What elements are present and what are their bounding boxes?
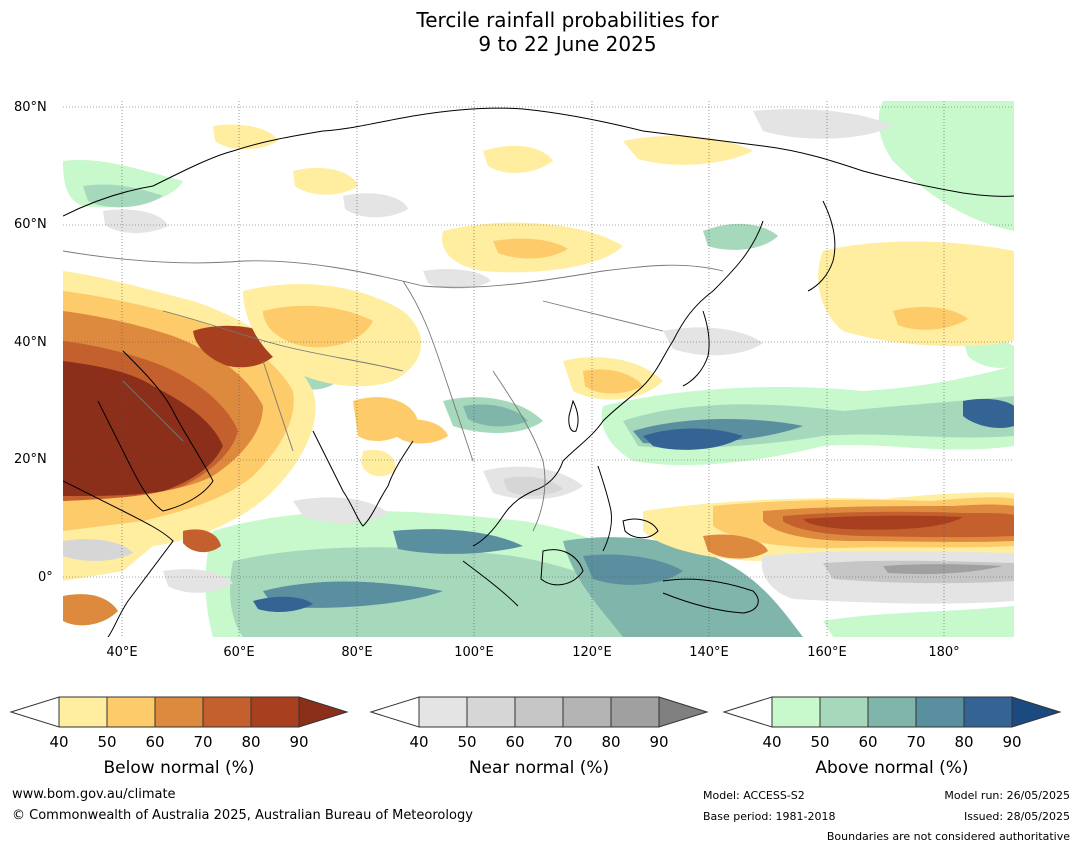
above-region-indian-ocean-core <box>253 596 313 612</box>
footer-copyright: © Commonwealth of Australia 2025, Austra… <box>12 808 473 823</box>
below-lower-extend <box>9 696 60 728</box>
below-swatch-50 <box>106 696 156 728</box>
near-region-arctic <box>753 109 893 139</box>
coastline-kamchatka <box>807 200 836 292</box>
near-swatch-50 <box>466 696 516 728</box>
below-region-pacific-core <box>803 515 963 530</box>
lon-label-120e: 120°E <box>572 645 612 660</box>
lon-label-180: 180° <box>928 645 960 660</box>
above-swatch-70 <box>915 696 965 728</box>
below-normal-regions <box>63 124 1014 626</box>
coastlines <box>63 107 1014 637</box>
lon-label-60e: 60°E <box>223 645 255 660</box>
near-swatch-40 <box>418 696 468 728</box>
near-upper-extend <box>658 696 709 728</box>
legend-below-title: Below normal (%) <box>103 758 255 778</box>
near-swatch-80 <box>610 696 660 728</box>
legend-near-normal-colorbar <box>369 696 709 728</box>
near-tick-60: 60 <box>505 733 525 751</box>
lon-label-80e: 80°E <box>341 645 373 660</box>
lon-label-140e: 140°E <box>689 645 729 660</box>
footer-disclaimer: Boundaries are not considered authoritat… <box>826 830 1070 843</box>
coastline-east-asia <box>472 220 764 547</box>
footer-issued: Issued: 28/05/2025 <box>963 810 1070 823</box>
footer-model: Model: ACCESS-S2 <box>703 789 805 802</box>
above-tick-40: 40 <box>762 733 782 751</box>
lat-label-60n: 60°N <box>14 217 47 232</box>
above-region-philippine-sea-core <box>643 428 743 450</box>
lat-label-80n: 80°N <box>14 100 47 115</box>
legend-below-normal-colorbar <box>9 696 349 728</box>
coastline-new-guinea <box>662 578 759 614</box>
near-swatch-70 <box>562 696 612 728</box>
above-swatch-40 <box>771 696 821 728</box>
footer-url[interactable]: www.bom.gov.au/climate <box>12 787 176 802</box>
below-swatch-40 <box>58 696 108 728</box>
coastline-africa-horn <box>63 480 174 637</box>
near-tick-90: 90 <box>649 733 669 751</box>
near-tick-50: 50 <box>457 733 477 751</box>
lon-label-100e: 100°E <box>454 645 494 660</box>
below-swatch-70 <box>202 696 252 728</box>
above-tick-80: 80 <box>954 733 974 751</box>
below-tick-50: 50 <box>97 733 117 751</box>
above-swatch-80 <box>963 696 1013 728</box>
above-tick-50: 50 <box>810 733 830 751</box>
coastline-arctic <box>63 107 1014 217</box>
near-tick-40: 40 <box>409 733 429 751</box>
below-tick-60: 60 <box>145 733 165 751</box>
lon-label-40e: 40°E <box>106 645 138 660</box>
below-tick-40: 40 <box>49 733 69 751</box>
below-swatch-80 <box>250 696 300 728</box>
lat-label-40n: 40°N <box>14 335 47 350</box>
above-tick-70: 70 <box>906 733 926 751</box>
coastline-borneo <box>540 549 584 586</box>
graticule <box>63 101 1014 637</box>
above-region-arctic-east <box>878 101 1014 231</box>
lat-label-20n: 20°N <box>14 452 47 467</box>
above-upper-extend <box>1011 696 1062 728</box>
below-region-arabia-core <box>63 361 223 496</box>
coastline-japan <box>682 310 710 387</box>
above-tick-60: 60 <box>858 733 878 751</box>
lat-label-equator: 0° <box>38 570 53 585</box>
near-swatch-60 <box>514 696 564 728</box>
rainfall-probability-map <box>63 101 1014 637</box>
legend-above-title: Above normal (%) <box>815 758 969 778</box>
above-swatch-50 <box>819 696 869 728</box>
above-normal-regions <box>63 101 1014 637</box>
below-region-north-pacific <box>818 241 1014 347</box>
near-lower-extend <box>369 696 420 728</box>
coastline-sumatra <box>462 560 519 607</box>
near-tick-70: 70 <box>553 733 573 751</box>
title-line-2: 9 to 22 June 2025 <box>478 32 657 56</box>
lon-label-160e: 160°E <box>807 645 847 660</box>
below-tick-70: 70 <box>193 733 213 751</box>
below-swatch-60 <box>154 696 204 728</box>
coastline-india <box>312 430 414 527</box>
map-title: Tercile rainfall probabilities for 9 to … <box>0 8 1081 56</box>
above-swatch-60 <box>867 696 917 728</box>
footer-model-run: Model run: 26/05/2025 <box>944 789 1070 802</box>
coastline-philippines <box>597 465 612 552</box>
country-boundaries <box>63 250 724 532</box>
legend-near-title: Near normal (%) <box>468 758 610 778</box>
coastline-arabia <box>97 350 214 512</box>
above-lower-extend <box>722 696 773 728</box>
title-line-1: Tercile rainfall probabilities for <box>416 8 719 32</box>
footer-base-period: Base period: 1981-2018 <box>703 810 836 823</box>
below-upper-extend <box>298 696 349 728</box>
above-tick-90: 90 <box>1002 733 1022 751</box>
below-tick-90: 90 <box>289 733 309 751</box>
below-tick-80: 80 <box>241 733 261 751</box>
near-normal-regions <box>63 109 1014 604</box>
near-tick-80: 80 <box>601 733 621 751</box>
legend-above-normal-colorbar <box>722 696 1062 728</box>
